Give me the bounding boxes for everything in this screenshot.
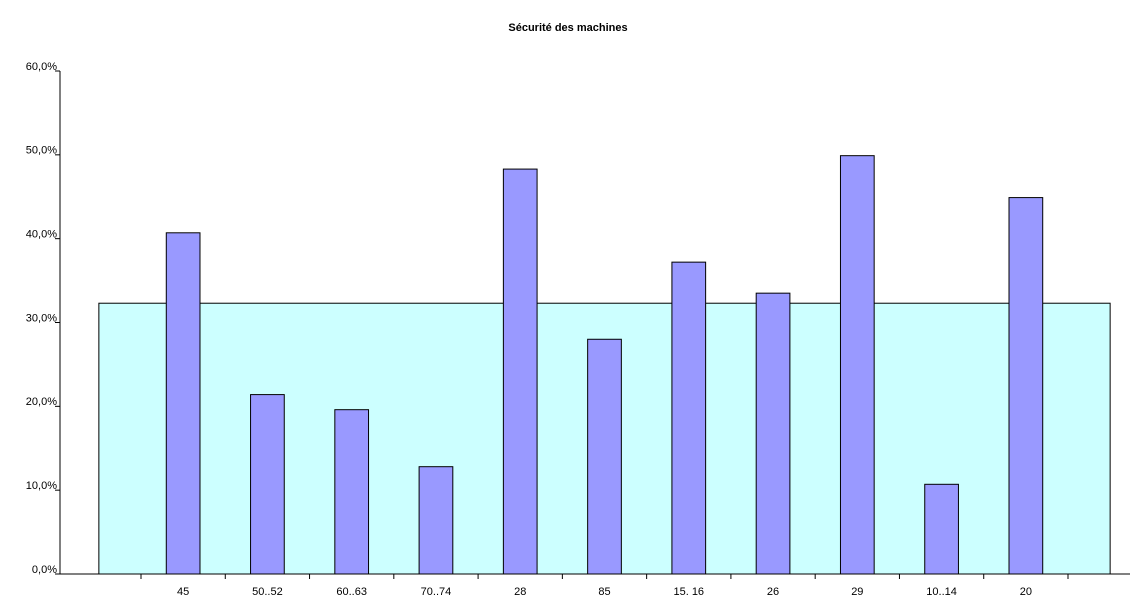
bar [502,168,538,575]
bar [250,394,285,575]
y-tick-label: 40,0% [26,229,57,241]
bar [334,409,370,575]
y-tick-label: 10,0% [26,480,57,492]
bar [839,155,875,575]
bar [587,338,622,575]
x-tick-label: 10..14 [926,586,957,597]
bar [924,483,959,575]
y-tick-label: 0,0% [32,564,57,576]
x-tick-label: 26 [767,586,779,597]
x-tick-label: 20 [1020,586,1032,597]
x-tick-label: 50..52 [252,586,283,597]
chart-title: Sécurité des machines [508,22,627,34]
x-tick-label: 85 [598,586,610,597]
bar [671,261,707,575]
x-tick-label: 15. 16 [673,586,704,597]
bar [165,232,201,575]
bar [1008,197,1044,575]
x-tick-label: 60..63 [336,586,367,597]
x-tick-label: 29 [851,586,863,597]
x-tick-label: 45 [177,586,189,597]
x-tick-label: 70..74 [421,586,452,597]
y-tick-label: 20,0% [26,396,57,408]
y-tick-label: 30,0% [26,312,57,324]
x-tick-label: 28 [514,586,526,597]
bar [755,292,791,575]
y-tick-label: 60,0% [26,61,57,73]
bar [418,466,454,575]
y-tick-label: 50,0% [26,145,57,157]
